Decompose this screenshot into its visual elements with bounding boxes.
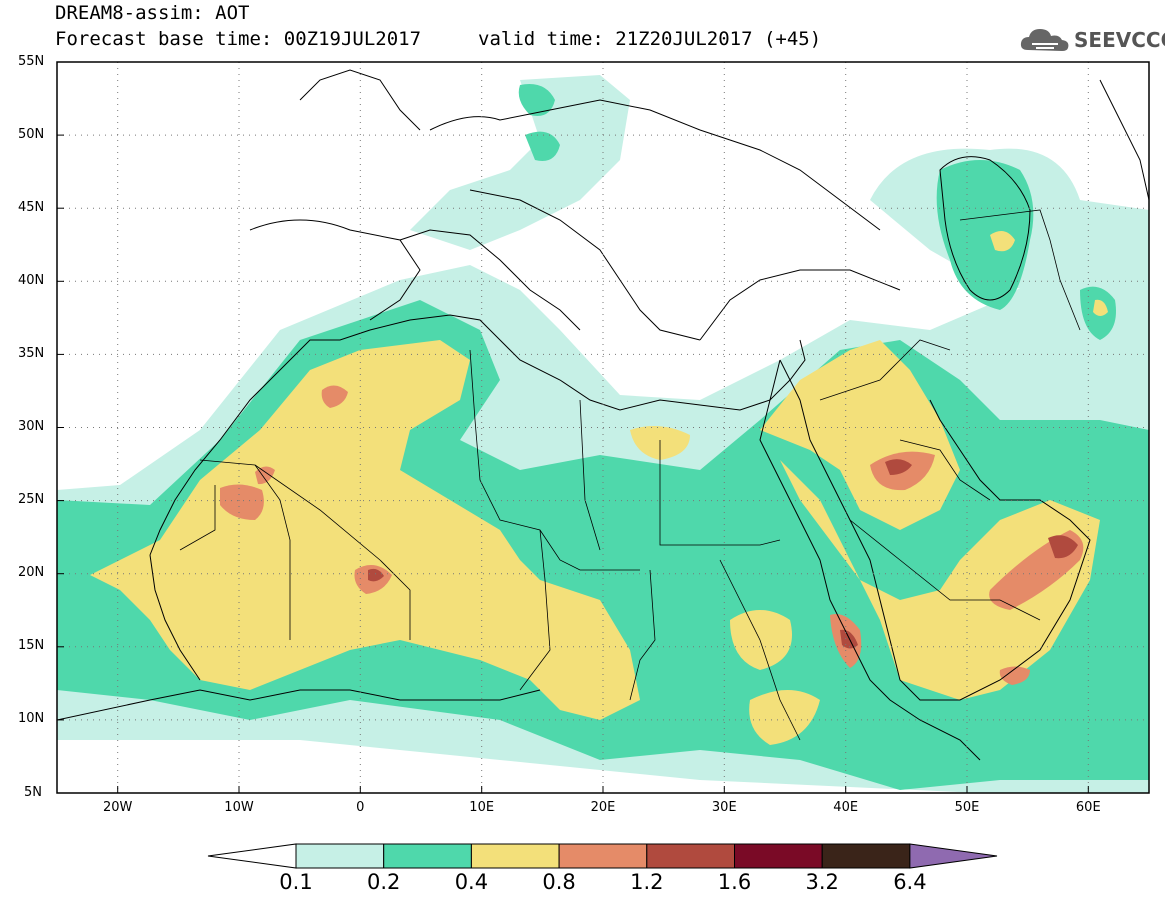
colorbar-box-0.1 — [295, 843, 385, 869]
colorbar-box-0.8 — [558, 843, 648, 869]
colorbar-box-3.2 — [821, 843, 911, 869]
country-borders — [179, 209, 1081, 741]
colorbar-upper-arrow — [909, 843, 998, 869]
lat-label-15n: 15N — [18, 638, 45, 653]
colorbar-label-3.2: 3.2 — [805, 870, 839, 894]
colorbar-lower-arrow — [207, 843, 297, 869]
colorbar-label-1.6: 1.6 — [717, 870, 752, 894]
lat-label-35n: 35N — [18, 346, 45, 361]
aot-fill-layer — [57, 75, 1149, 793]
map-title: DREAM8-assim: AOT — [55, 2, 250, 24]
valid-time: valid time: 21Z20JUL2017 (+45) — [478, 28, 822, 50]
coastlines — [57, 69, 1149, 761]
tick-marks — [57, 61, 1089, 794]
colorbar-box-0.4 — [470, 843, 560, 869]
aot-band-1.2 — [368, 459, 1078, 649]
lon-label-30e: 30E — [711, 800, 737, 815]
lon-label-20w: 20W — [102, 800, 133, 815]
lon-label-10w: 10W — [224, 800, 254, 815]
lat-label-10n: 10N — [18, 711, 45, 726]
forecast-base-time: Forecast base time: 00Z19JUL2017 — [55, 28, 422, 50]
colorbar-label-0.8: 0.8 — [542, 870, 576, 894]
lat-label-20n: 20N — [18, 565, 45, 580]
colorbar-label-0.4: 0.4 — [454, 870, 489, 894]
lon-label-50e: 50E — [954, 800, 980, 815]
colorbar-label-0.2: 0.2 — [366, 870, 401, 894]
lon-label-0: 0 — [356, 800, 365, 815]
lat-label-45n: 45N — [18, 200, 45, 215]
lat-label-55n: 55N — [18, 54, 45, 69]
lon-label-40e: 40E — [833, 800, 859, 815]
colorbar-label-0.1: 0.1 — [279, 870, 313, 894]
lat-label-5n: 5N — [24, 785, 42, 800]
aot-band-0.8 — [220, 385, 1084, 685]
cloud-icon — [1020, 29, 1069, 51]
colorbar-label-1.2: 1.2 — [630, 870, 664, 894]
colorbar-box-1.2 — [646, 843, 735, 869]
lat-label-30n: 30N — [18, 419, 45, 434]
lat-label-25n: 25N — [18, 492, 45, 507]
lon-label-60e: 60E — [1075, 800, 1101, 815]
lat-label-50n: 50N — [18, 127, 45, 142]
lon-label-10e: 10E — [469, 800, 495, 815]
colorbar — [207, 843, 998, 869]
lon-label-20e: 20E — [590, 800, 616, 815]
logo-text: SEEVCCC — [1074, 28, 1165, 52]
colorbar-box-0.2 — [383, 843, 472, 869]
lat-label-40n: 40N — [18, 273, 45, 288]
colorbar-box-1.6 — [734, 843, 823, 869]
colorbar-label-6.4: 6.4 — [893, 870, 927, 894]
graticule — [57, 62, 1149, 793]
seevccc-logo: SEEVCCC — [1018, 24, 1165, 56]
